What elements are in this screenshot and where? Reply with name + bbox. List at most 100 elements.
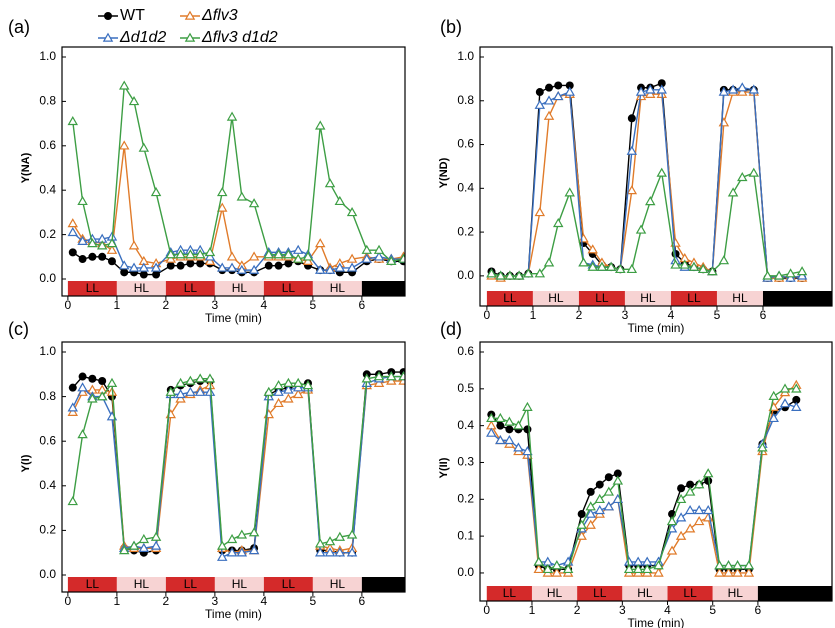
marker [334, 531, 346, 541]
light-segment [361, 281, 405, 296]
light-bar: LL HL LL HL LL HL [486, 291, 832, 306]
marker [653, 567, 664, 577]
marker [779, 383, 791, 393]
marker [522, 446, 533, 456]
marker [175, 249, 186, 259]
light-segment [716, 291, 763, 306]
marker [98, 376, 107, 385]
marker [727, 187, 739, 197]
marker [496, 421, 505, 430]
marker [226, 547, 238, 557]
marker [626, 263, 638, 274]
marker [68, 383, 77, 392]
x-axis-title: Time (min) [628, 616, 685, 628]
marker [594, 493, 605, 504]
light-bar: LL HL LL HL LL HL [67, 577, 405, 592]
marker [504, 434, 515, 445]
x-tick-label: 0 [484, 308, 491, 322]
marker [732, 560, 743, 570]
y-tick-label: 0.4 [39, 478, 56, 492]
marker [107, 257, 116, 266]
plot-frame [61, 46, 406, 297]
marker [361, 253, 373, 263]
marker [216, 540, 228, 550]
marker [732, 567, 743, 577]
marker [564, 86, 575, 96]
marker [96, 391, 108, 401]
marker [723, 567, 734, 577]
x-tick-label: 2 [574, 603, 581, 617]
light-segment [667, 586, 713, 601]
plot [67, 368, 405, 561]
marker [534, 206, 546, 217]
y-tick-label: 0.0 [457, 565, 474, 579]
light-segment [214, 281, 264, 296]
marker [150, 531, 162, 541]
marker [314, 238, 326, 248]
marker [292, 244, 304, 254]
marker [138, 542, 150, 552]
marker [697, 263, 709, 274]
marker [314, 264, 326, 274]
light-segment [116, 577, 166, 592]
series-line [491, 388, 797, 571]
light-segment [624, 291, 671, 306]
y-tick-label: 0.5 [457, 381, 474, 395]
marker [196, 259, 205, 268]
marker [670, 259, 681, 269]
x-tick-label: 1 [114, 594, 121, 608]
plot-frame [61, 341, 406, 593]
marker [334, 547, 346, 557]
marker [486, 268, 497, 278]
marker [513, 270, 525, 280]
marker [96, 240, 108, 250]
marker [594, 504, 605, 515]
y-tick-label: 0.8 [457, 93, 474, 107]
marker [175, 393, 186, 403]
light-segment [757, 586, 832, 601]
marker [679, 259, 690, 269]
light-segment [578, 291, 625, 306]
marker [641, 563, 653, 574]
marker [346, 529, 358, 539]
x-tick-label: 6 [359, 594, 366, 608]
marker [373, 377, 385, 387]
marker [194, 386, 206, 396]
y-axis-title: Y(I) [20, 454, 32, 472]
marker [166, 261, 175, 270]
marker [273, 397, 284, 408]
marker [216, 187, 228, 197]
x-tick-label: 5 [714, 308, 721, 322]
marker [743, 567, 755, 577]
marker [324, 264, 336, 274]
light-segment [486, 291, 533, 306]
light-label: HL [134, 577, 150, 591]
x-tick-label: 0 [65, 594, 72, 608]
x-tick-label: 2 [163, 298, 170, 312]
light-label: LL [184, 577, 198, 591]
marker [398, 253, 405, 263]
marker [603, 486, 615, 496]
x-axis-title: Time (min) [205, 311, 262, 325]
marker [675, 512, 687, 522]
x-tick-label: 3 [212, 298, 219, 312]
marker [523, 268, 534, 278]
y-tick-label: 0.4 [39, 182, 56, 196]
y-tick-label: 0.0 [39, 271, 56, 285]
light-segment [361, 577, 405, 592]
marker [693, 504, 705, 515]
marker [718, 117, 730, 127]
light-segment [712, 586, 758, 601]
light-segment [214, 577, 264, 592]
marker [604, 473, 613, 482]
marker [702, 468, 714, 478]
marker [543, 110, 555, 120]
marker [186, 259, 195, 268]
y-tick-label: 0.2 [457, 491, 474, 505]
panel-label: (d) [440, 319, 462, 339]
marker [373, 371, 385, 381]
y-tick-label: 0.8 [39, 389, 56, 403]
marker [346, 547, 358, 557]
marker [779, 398, 791, 408]
